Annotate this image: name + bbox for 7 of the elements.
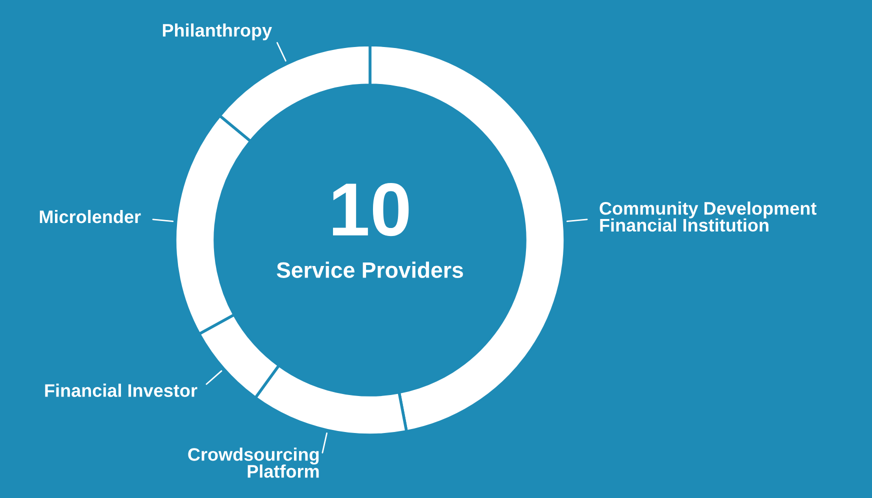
text: 10	[333, 183, 409, 236]
slice-label: Community Development Financial Institution	[600, 202, 816, 232]
slice-label: Financial Investor	[45, 384, 198, 397]
text: Service Providers	[276, 262, 463, 278]
slice-label: Microlender	[40, 210, 141, 224]
slice-label: Philanthropy	[162, 23, 272, 40]
slice-label: Crowdsourcing Platform	[188, 448, 319, 478]
